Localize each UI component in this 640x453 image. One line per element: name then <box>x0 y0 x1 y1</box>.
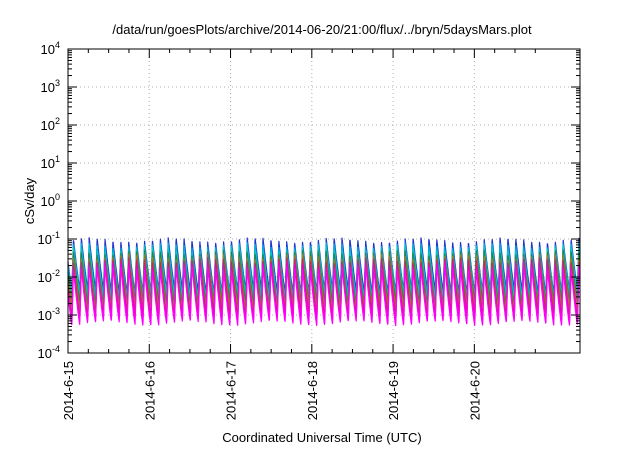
y-tick-label: 10-4 <box>38 344 60 361</box>
y-tick-base: 10 <box>41 42 55 57</box>
y-tick-exponent: -1 <box>52 230 60 240</box>
x-tick-label: 2014-6-20 <box>467 361 482 420</box>
y-tick-label: 100 <box>41 192 60 209</box>
y-tick-exponent: -2 <box>52 268 60 278</box>
series-line <box>67 264 581 327</box>
y-tick-base: 10 <box>41 80 55 95</box>
y-tick-label: 10-3 <box>38 306 60 323</box>
y-tick-label: 101 <box>41 154 60 171</box>
y-tick-exponent: 0 <box>55 192 60 202</box>
y-tick-base: 10 <box>38 308 52 323</box>
x-axis-ticks: 2014-6-15 2014-6-16 2014-6-17 2014-6-18 2014… <box>61 49 536 420</box>
y-tick-exponent: -4 <box>52 344 60 354</box>
y-tick-exponent: 2 <box>55 116 60 126</box>
x-tick-label: 2014-6-15 <box>61 361 76 420</box>
y-tick-base: 10 <box>41 156 55 171</box>
y-tick-base: 10 <box>41 194 55 209</box>
data-series <box>67 237 581 327</box>
y-tick-base: 10 <box>38 232 52 247</box>
y-tick-label: 102 <box>41 116 60 133</box>
y-tick-exponent: 4 <box>55 40 60 50</box>
y-tick-label: 104 <box>41 40 60 57</box>
y-tick-base: 10 <box>38 346 52 361</box>
y-tick-exponent: -3 <box>52 306 60 316</box>
y-tick-base: 10 <box>41 118 55 133</box>
y-tick-exponent: 1 <box>55 154 60 164</box>
y-tick-label: 10-1 <box>38 230 60 247</box>
y-tick-base: 10 <box>38 270 52 285</box>
y-axis-label: cSv/day <box>22 177 37 224</box>
y-tick-label: 103 <box>41 78 60 95</box>
x-tick-label: 2014-6-19 <box>386 361 401 420</box>
y-tick-exponent: 3 <box>55 78 60 88</box>
x-axis-label: Coordinated Universal Time (UTC) <box>222 430 421 445</box>
chart-title: /data/run/goesPlots/archive/2014-06-20/2… <box>112 22 532 37</box>
x-tick-label: 2014-6-17 <box>224 361 239 420</box>
x-tick-label: 2014-6-18 <box>305 361 320 420</box>
series-line <box>67 249 581 305</box>
y-tick-label: 10-2 <box>38 268 60 285</box>
x-tick-label: 2014-6-16 <box>142 361 157 420</box>
